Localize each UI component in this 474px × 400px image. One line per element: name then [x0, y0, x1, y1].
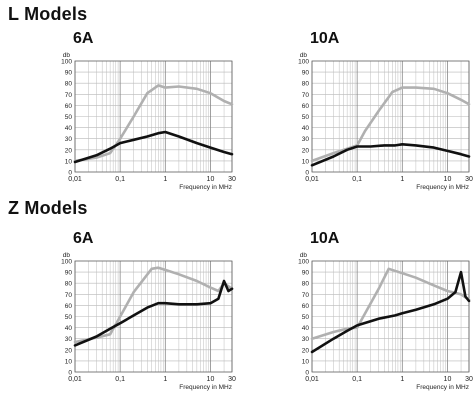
series-line-black — [73, 130, 234, 164]
x-tick-label: 0,1 — [115, 376, 125, 383]
x-tick-label: 30 — [228, 176, 236, 183]
x-tick-label: 0,1 — [352, 176, 362, 183]
y-tick-label: 70 — [302, 292, 310, 299]
y-tick-label: 30 — [65, 336, 73, 343]
y-tick-label: 10 — [65, 158, 73, 165]
x-tick-label: 0,01 — [305, 376, 319, 383]
series-line-gray — [73, 84, 234, 163]
y-tick-label: 50 — [65, 314, 73, 321]
y-tick-label: 60 — [65, 303, 73, 310]
y-tick-label: 20 — [302, 147, 310, 154]
chart-z-6a: 6A 0 10 20 30 40 50 60 70 80 90 100 db 0,01 0,1 1 10 30 Fr… — [0, 228, 237, 400]
plot-frame — [74, 60, 233, 173]
series-line-black — [310, 143, 471, 167]
chart-title: 6A — [73, 30, 94, 47]
y-tick-label: 80 — [65, 81, 73, 88]
chart-title: 6A — [73, 230, 94, 247]
x-tick-label: 0,01 — [68, 176, 82, 183]
y-tick-label: 10 — [65, 358, 73, 365]
x-tick-label: 1 — [400, 176, 404, 183]
y-tick-label: 40 — [65, 325, 73, 332]
y-tick-label: 0 — [305, 170, 309, 177]
series-line-black — [73, 279, 234, 347]
y-tick-label: 20 — [65, 147, 73, 154]
y-tick-label: 20 — [65, 347, 73, 354]
x-tick-label: 30 — [465, 376, 473, 383]
y-axis-label: db — [300, 252, 308, 259]
y-axis-label: db — [300, 52, 308, 59]
y-tick-label: 30 — [65, 136, 73, 143]
y-tick-label: 60 — [302, 303, 310, 310]
x-tick-label: 10 — [444, 176, 452, 183]
x-axis-label: Frequency in MHz — [179, 184, 232, 191]
y-tick-label: 30 — [302, 336, 310, 343]
y-tick-label: 10 — [302, 158, 310, 165]
section-title-l-models: L Models — [8, 4, 88, 24]
y-tick-label: 40 — [302, 325, 310, 332]
chart-title: 10A — [310, 30, 340, 47]
y-tick-label: 80 — [302, 281, 310, 288]
y-tick-label: 0 — [68, 170, 72, 177]
y-tick-label: 60 — [65, 103, 73, 110]
y-tick-label: 50 — [302, 314, 310, 321]
y-tick-label: 40 — [302, 125, 310, 132]
plot-frame — [74, 260, 233, 373]
chart-l-10a: 10A 0 10 20 30 40 50 60 70 80 90 100 db 0,01 0,1 1 10 30 F… — [237, 28, 474, 198]
x-axis-label: Frequency in MHz — [179, 384, 232, 391]
y-axis-label: db — [63, 252, 71, 259]
x-tick-label: 0,1 — [352, 376, 362, 383]
y-tick-label: 100 — [61, 59, 72, 66]
y-tick-label: 70 — [302, 92, 310, 99]
plot-frame — [311, 260, 470, 373]
y-tick-label: 100 — [298, 59, 309, 66]
y-tick-label: 50 — [302, 114, 310, 121]
x-tick-label: 1 — [400, 376, 404, 383]
y-tick-label: 20 — [302, 347, 310, 354]
x-tick-label: 1 — [163, 176, 167, 183]
y-axis-label: db — [63, 52, 71, 59]
y-tick-label: 10 — [302, 358, 310, 365]
y-tick-label: 70 — [65, 92, 73, 99]
x-tick-label: 0,01 — [68, 376, 82, 383]
x-tick-label: 10 — [444, 376, 452, 383]
plot-frame — [311, 60, 470, 173]
x-axis-label: Frequency in MHz — [416, 384, 469, 391]
y-tick-label: 0 — [305, 370, 309, 377]
x-tick-label: 10 — [207, 376, 215, 383]
x-tick-label: 0,01 — [305, 176, 319, 183]
x-axis-label: Frequency in MHz — [416, 184, 469, 191]
chart-title: 10A — [310, 230, 340, 247]
y-tick-label: 50 — [65, 114, 73, 121]
x-tick-label: 10 — [207, 176, 215, 183]
series-line-gray — [73, 266, 234, 344]
x-tick-label: 30 — [465, 176, 473, 183]
y-tick-label: 40 — [65, 125, 73, 132]
section-title-z-models: Z Models — [8, 198, 88, 218]
chart-z-10a: 10A 0 10 20 30 40 50 60 70 80 90 100 db 0,01 0,1 1 10 30 F… — [237, 228, 474, 400]
y-tick-label: 90 — [302, 270, 310, 277]
y-tick-label: 80 — [302, 81, 310, 88]
y-tick-label: 100 — [61, 259, 72, 266]
y-tick-label: 90 — [65, 70, 73, 77]
x-tick-label: 30 — [228, 376, 236, 383]
y-tick-label: 100 — [298, 259, 309, 266]
series-line-black — [310, 270, 471, 354]
y-tick-label: 90 — [65, 270, 73, 277]
x-tick-label: 0,1 — [115, 176, 125, 183]
y-tick-label: 60 — [302, 103, 310, 110]
x-tick-label: 1 — [163, 376, 167, 383]
series-line-gray — [310, 267, 471, 340]
chart-l-6a: 6A 0 10 20 30 40 50 60 70 80 90 100 db 0,01 0,1 1 10 30 Fr… — [0, 28, 237, 198]
y-tick-label: 30 — [302, 136, 310, 143]
y-tick-label: 80 — [65, 281, 73, 288]
y-tick-label: 0 — [68, 370, 72, 377]
y-tick-label: 70 — [65, 292, 73, 299]
y-tick-label: 90 — [302, 70, 310, 77]
